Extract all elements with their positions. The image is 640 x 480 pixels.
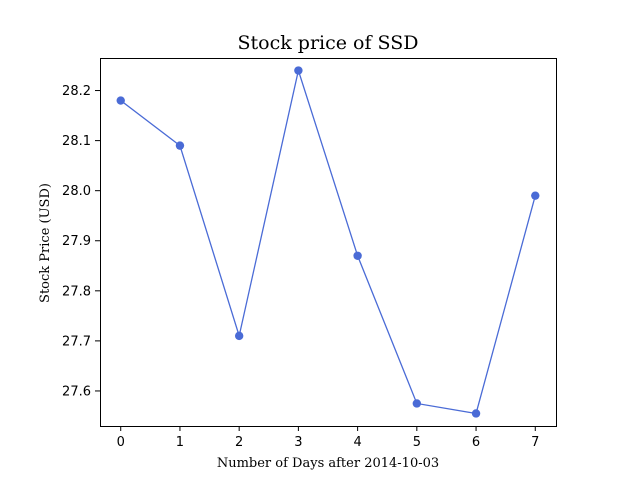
data-point [294,66,303,75]
y-tick-label: 28.1 [62,134,91,149]
data-point [234,331,244,341]
series-line [120,68,536,415]
y-tick-label: 27.8 [62,284,91,299]
chart-title: Stock price of SSD [238,32,419,54]
data-series [116,66,540,418]
y-tick-label: 28.0 [62,184,91,199]
data-point [412,399,422,408]
data-point [353,251,362,260]
x-tick-label: 6 [472,435,480,450]
data-point [116,96,125,105]
x-axis-label: Number of Days after 2014-10-03 [217,456,439,471]
data-point [175,141,185,150]
x-tick-label: 7 [531,435,539,450]
y-tick-label: 27.9 [62,234,91,249]
data-point [531,191,540,200]
plot-area: 0 1 2 3 4 5 6 7 27.6 27.7 27.8 27.9 28.0 28.1 28.2 [62,58,557,450]
data-point [471,409,481,418]
y-tick-label: 28.2 [62,84,91,99]
x-tick-label: 4 [353,435,361,450]
plot-frame [100,58,557,427]
y-axis-label: Stock Price (USD) [38,183,53,303]
x-axis: 0 1 2 3 4 5 6 7 [117,426,539,450]
y-tick-label: 27.7 [62,334,91,349]
x-tick-label: 2 [235,435,243,450]
x-tick-label: 5 [413,435,421,450]
x-tick-label: 0 [117,435,125,450]
x-tick-label: 3 [294,435,302,450]
x-tick-label: 1 [176,435,184,450]
y-axis: 27.6 27.7 27.8 27.9 28.0 28.1 28.2 [62,84,100,399]
y-tick-label: 27.6 [62,384,91,399]
